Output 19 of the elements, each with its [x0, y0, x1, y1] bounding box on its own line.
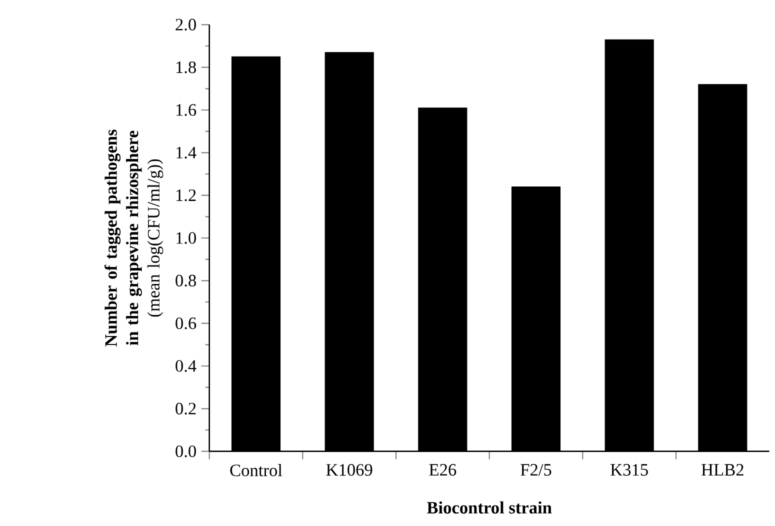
y-tick-label: 0.0 — [176, 445, 196, 458]
x-tick-label: E26 — [429, 464, 456, 476]
y-axis-title: Number of tagged pathogens in the grapevine rhizosphere (mean log(CFU/ml/g)) — [104, 130, 164, 346]
x-tick-label: K315 — [610, 464, 648, 476]
x-tick-label: HLB2 — [702, 464, 744, 476]
x-tick-label: F2/5 — [520, 464, 552, 476]
x-tick-label: Control — [230, 464, 282, 476]
x-tick-label: K1069 — [326, 464, 372, 476]
y-tick-label: 1.8 — [176, 61, 196, 74]
x-axis-title: Biocontrol strain — [426, 501, 552, 514]
y-tick-label: 0.2 — [176, 402, 196, 415]
y-tick-label: 2.0 — [176, 18, 196, 31]
y-tick-label: 1.0 — [176, 232, 196, 244]
y-tick-label: 1.6 — [176, 104, 196, 116]
y-tick-label: 0.4 — [176, 360, 196, 372]
y-tick-label: 0.8 — [176, 274, 196, 287]
y-tick-label: 1.4 — [176, 146, 196, 159]
y-tick-label: 1.2 — [176, 189, 196, 202]
y-tick-label: 0.6 — [176, 317, 196, 330]
